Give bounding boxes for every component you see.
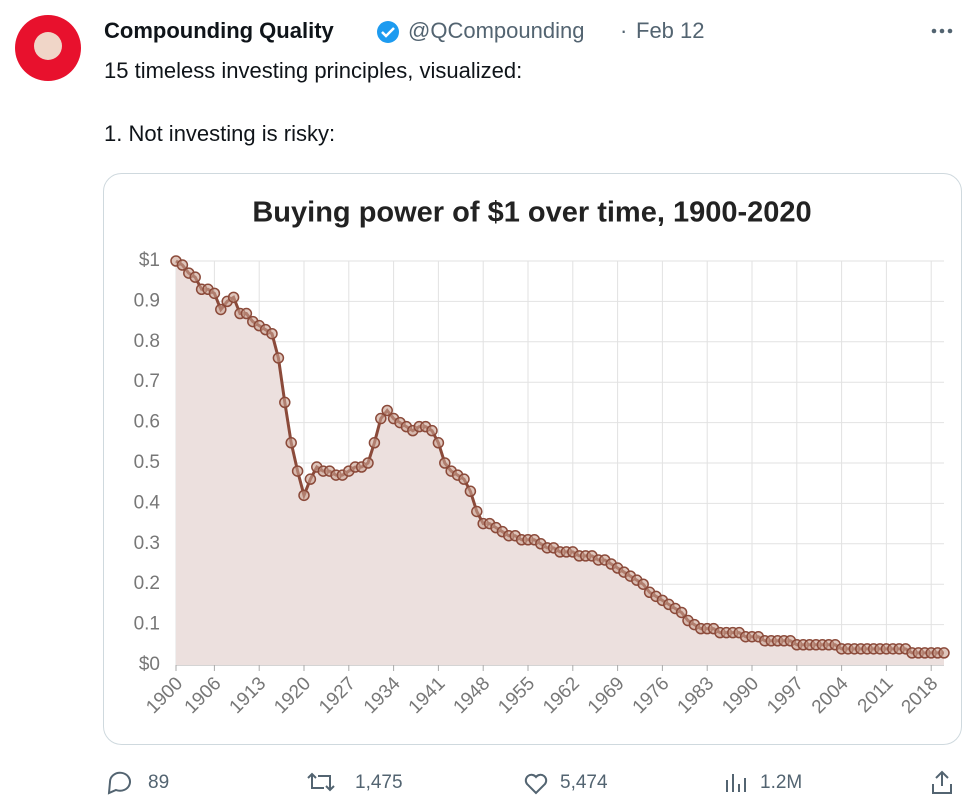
point bbox=[291, 465, 304, 477]
verified-check bbox=[381, 27, 395, 38]
point bbox=[375, 412, 387, 425]
separator: · bbox=[620, 18, 627, 43]
y-tick-label: 0.1 bbox=[134, 614, 160, 635]
point bbox=[279, 396, 291, 409]
area bbox=[176, 261, 944, 665]
like-button[interactable] bbox=[524, 773, 548, 795]
point bbox=[675, 606, 688, 619]
more-button[interactable] bbox=[931, 28, 953, 34]
point bbox=[432, 437, 445, 449]
author-name[interactable]: Compounding Quality bbox=[104, 18, 335, 43]
point bbox=[381, 404, 393, 417]
reply-count: 89 bbox=[148, 772, 169, 793]
y-tick-label: 0.3 bbox=[134, 533, 160, 554]
verified-badge bbox=[377, 21, 399, 43]
point bbox=[266, 327, 278, 340]
views-button[interactable] bbox=[726, 774, 746, 792]
point bbox=[464, 485, 477, 498]
y-tick-label: $1 bbox=[139, 250, 160, 271]
date[interactable]: Feb 12 bbox=[636, 18, 705, 43]
view-count: 1.2M bbox=[760, 772, 802, 793]
avatar-face bbox=[34, 32, 62, 60]
y-tick-label: $0 bbox=[139, 654, 160, 675]
point bbox=[426, 424, 438, 437]
y-tick-label: 0.5 bbox=[134, 452, 160, 473]
point bbox=[439, 457, 451, 469]
point bbox=[189, 271, 201, 283]
y-tick-label: 0.9 bbox=[134, 290, 160, 311]
handle[interactable]: @QCompounding bbox=[408, 18, 584, 43]
point bbox=[227, 291, 240, 304]
reply-button[interactable] bbox=[107, 771, 131, 795]
point bbox=[298, 489, 310, 502]
point bbox=[208, 287, 221, 300]
point bbox=[637, 578, 649, 590]
retweet-button[interactable] bbox=[307, 772, 335, 792]
y-tick-label: 0.2 bbox=[134, 573, 160, 594]
retweet-count: 1,475 bbox=[355, 772, 403, 793]
share-button[interactable] bbox=[932, 770, 952, 794]
point bbox=[285, 437, 297, 449]
tweet-text: 1. Not investing is risky: bbox=[104, 121, 335, 146]
y-tick-label: 0.6 bbox=[134, 412, 160, 433]
chart-title: Buying power of $1 over time, 1900-2020 bbox=[252, 197, 811, 229]
point bbox=[240, 307, 253, 320]
y-tick-label: 0.7 bbox=[134, 371, 160, 392]
like-count: 5,474 bbox=[560, 772, 608, 793]
point bbox=[272, 352, 285, 364]
point bbox=[176, 259, 189, 271]
point bbox=[215, 303, 227, 316]
tweet-text: 15 timeless investing principles, visual… bbox=[104, 58, 522, 83]
point bbox=[471, 505, 483, 518]
point bbox=[368, 437, 381, 449]
y-tick-label: 0.8 bbox=[134, 331, 160, 352]
point bbox=[304, 473, 317, 485]
point bbox=[938, 647, 950, 659]
point bbox=[362, 457, 374, 469]
y-tick-label: 0.4 bbox=[134, 492, 161, 513]
point bbox=[458, 473, 470, 485]
